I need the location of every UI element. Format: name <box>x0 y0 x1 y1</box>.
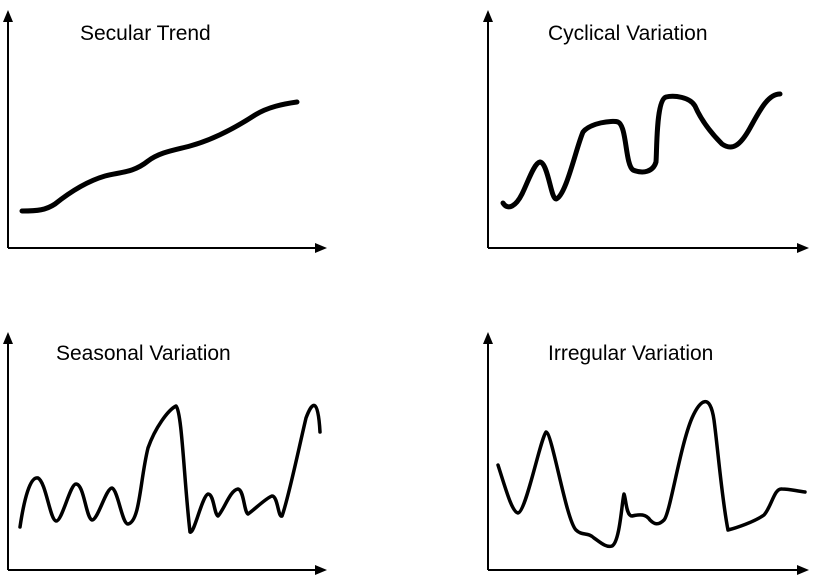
panel-cyclical-variation: Cyclical Variation <box>483 10 809 253</box>
curve-seasonal-variation <box>18 403 322 534</box>
panel-title-cyclical-variation: Cyclical Variation <box>548 22 708 45</box>
x-axis-arrow-seasonal <box>315 565 327 575</box>
panel-seasonal-variation: Seasonal Variation <box>3 332 327 575</box>
panel-title-secular-trend: Secular Trend <box>80 22 211 45</box>
x-axis-arrow-cyclical <box>797 243 809 253</box>
x-axis-arrow-irregular <box>797 565 809 575</box>
y-axis-arrow-seasonal <box>3 332 13 344</box>
panel-irregular-variation: Irregular Variation <box>483 332 809 575</box>
curve-irregular-variation <box>496 400 807 549</box>
y-axis-arrow-cyclical <box>483 10 493 22</box>
panel-secular-trend: Secular Trend <box>3 10 327 253</box>
x-axis-arrow-secular <box>315 243 327 253</box>
panel-title-irregular-variation: Irregular Variation <box>548 342 713 365</box>
curve-secular-trend <box>19 99 300 214</box>
panel-title-seasonal-variation: Seasonal Variation <box>56 342 231 365</box>
y-axis-arrow-secular <box>3 10 13 22</box>
curve-cyclical-variation <box>500 91 783 210</box>
y-axis-arrow-irregular <box>483 332 493 344</box>
